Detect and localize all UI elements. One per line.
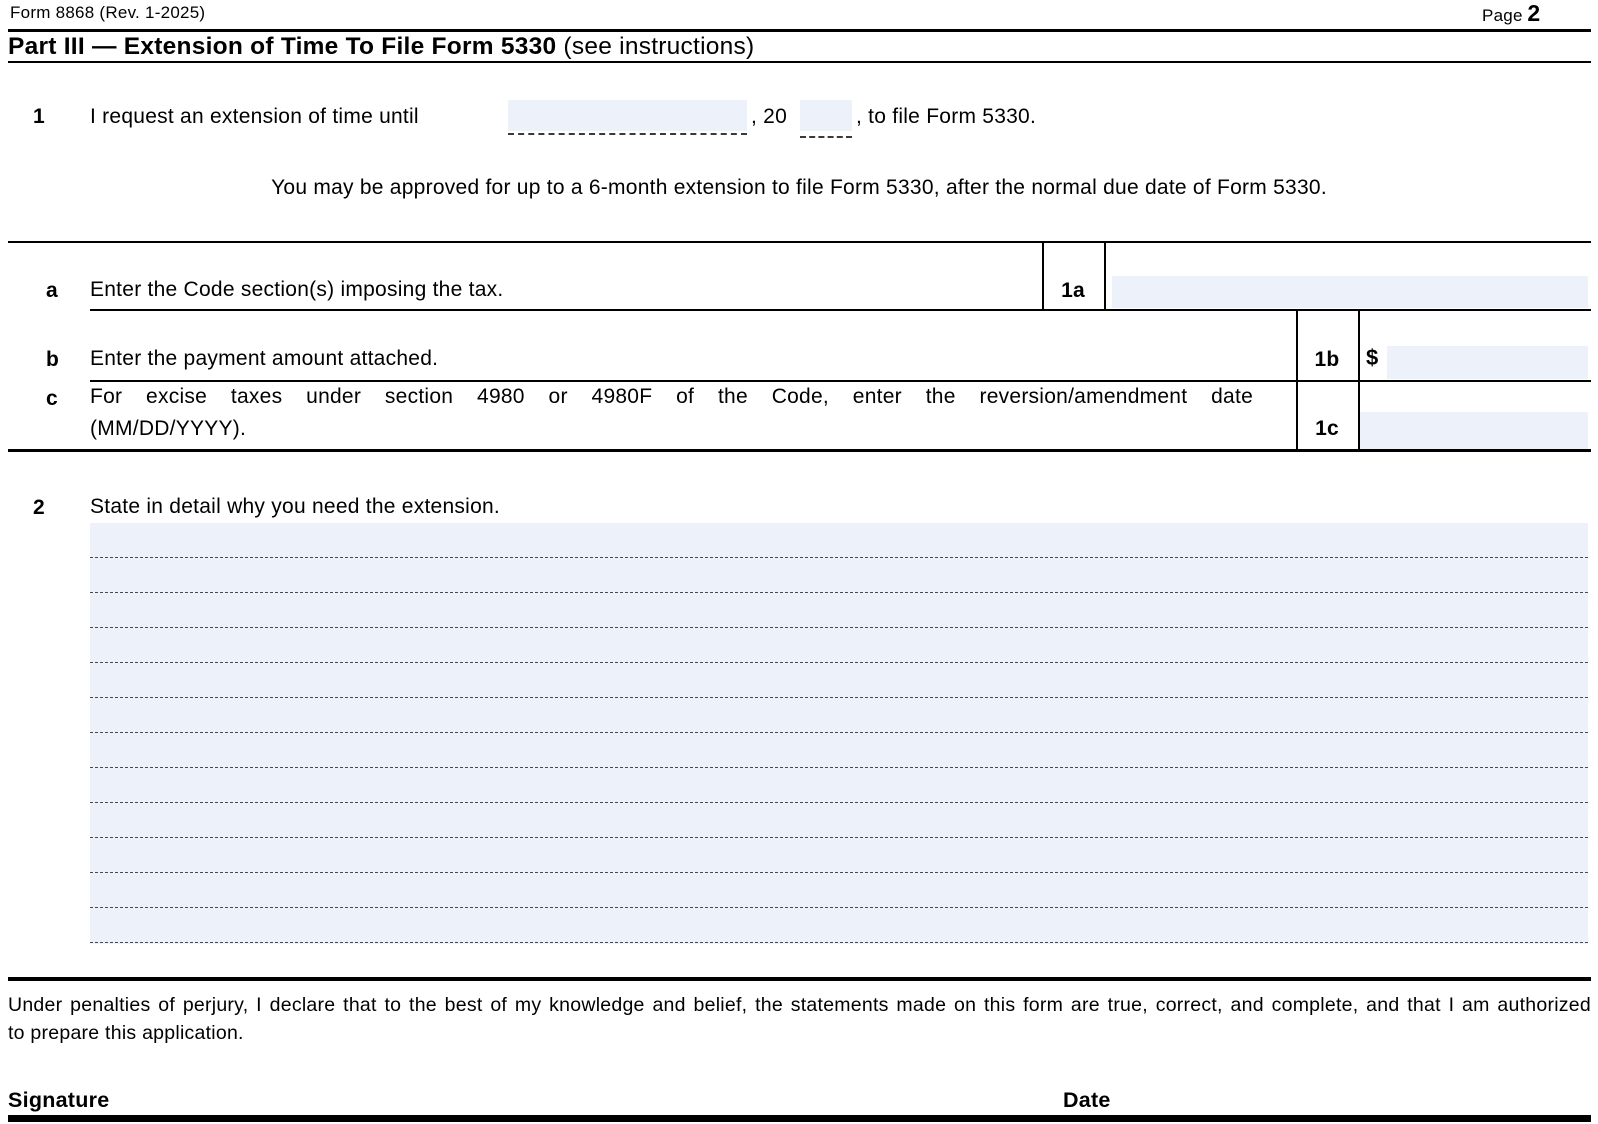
approval-note: You may be approved for up to a 6-month … bbox=[271, 176, 1327, 199]
heading-top-rule bbox=[8, 29, 1591, 32]
extension-year-underline bbox=[800, 136, 852, 138]
form-id: Form 8868 (Rev. 1-2025) bbox=[10, 3, 206, 22]
line1-number: 1 bbox=[33, 105, 45, 128]
row-b-label: Enter the payment amount attached. bbox=[90, 347, 439, 370]
line2-number: 2 bbox=[33, 496, 45, 519]
row-a-letter: a bbox=[46, 279, 58, 302]
textarea-rule-line bbox=[90, 838, 1588, 873]
table-top-rule bbox=[8, 241, 1591, 243]
perjury-declaration-line2: to prepare this application. bbox=[8, 1022, 244, 1044]
box-1a-label: 1a bbox=[1061, 279, 1085, 302]
extension-date-field[interactable] bbox=[508, 100, 747, 131]
row-c-letter: c bbox=[46, 387, 58, 410]
extension-year-field[interactable] bbox=[800, 100, 852, 131]
textarea-rule-line bbox=[90, 523, 1588, 558]
code-section-field[interactable] bbox=[1112, 276, 1588, 308]
row-b-bottom-rule bbox=[90, 380, 1591, 382]
line1-text-mid: , 20 bbox=[751, 105, 788, 128]
perjury-declaration-line1: Under penalties of perjury, I declare th… bbox=[8, 994, 1591, 1016]
part3-title: Part III — Extension of Time To File For… bbox=[8, 33, 557, 60]
date-label: Date bbox=[1063, 1088, 1111, 1112]
textarea-rule-line bbox=[90, 663, 1588, 698]
textarea-rule-line bbox=[90, 733, 1588, 768]
payment-amount-field[interactable] bbox=[1387, 346, 1588, 379]
extension-date-underline bbox=[508, 133, 747, 135]
extension-reason-textarea[interactable] bbox=[90, 523, 1588, 944]
textarea-rule-line bbox=[90, 558, 1588, 593]
row-c-label-line2: (MM/DD/YYYY). bbox=[90, 417, 247, 440]
box-1b-label: 1b bbox=[1314, 348, 1340, 371]
footer-top-rule bbox=[8, 977, 1591, 981]
signature-label: Signature bbox=[8, 1088, 110, 1112]
box-1c-label: 1c bbox=[1315, 417, 1339, 440]
textarea-rule-line bbox=[90, 803, 1588, 838]
page-label: Page bbox=[1482, 6, 1523, 25]
textarea-rule-line bbox=[90, 628, 1588, 663]
line1-text-before: I request an extension of time until bbox=[90, 105, 419, 128]
line1-text-after: , to file Form 5330. bbox=[856, 105, 1037, 128]
row-c-label-line1: For excise taxes under section 4980 or 4… bbox=[90, 385, 1253, 408]
row-a-bottom-rule bbox=[90, 309, 1591, 311]
box-1a-right-rule bbox=[1104, 241, 1106, 311]
line2-label: State in detail why you need the extensi… bbox=[90, 495, 501, 518]
box-1a-left-rule bbox=[1042, 241, 1044, 311]
page-bottom-bar bbox=[8, 1115, 1591, 1122]
textarea-rule-line bbox=[90, 593, 1588, 628]
currency-symbol: $ bbox=[1366, 345, 1379, 370]
textarea-rule-line bbox=[90, 908, 1588, 943]
table-bottom-rule bbox=[8, 449, 1591, 452]
textarea-rule-line bbox=[90, 698, 1588, 733]
part3-note: (see instructions) bbox=[563, 33, 755, 60]
reversion-date-field[interactable] bbox=[1360, 412, 1588, 449]
textarea-rule-line bbox=[90, 873, 1588, 908]
heading-bottom-rule bbox=[8, 61, 1591, 63]
page-number: 2 bbox=[1527, 0, 1541, 26]
textarea-rule-line bbox=[90, 768, 1588, 803]
row-b-letter: b bbox=[46, 348, 60, 371]
row-a-label: Enter the Code section(s) imposing the t… bbox=[90, 278, 504, 301]
